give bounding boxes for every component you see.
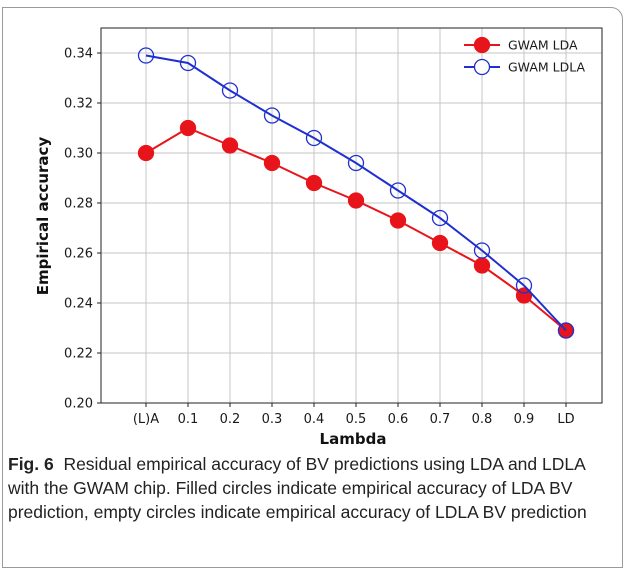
y-tick-label: 0.32 xyxy=(64,97,93,112)
x-tick-label: 0.7 xyxy=(430,412,451,427)
x-axis: (L)A 0.1 0.2 0.3 0.4 0.5 0.6 0.7 0.8 0.9 LD xyxy=(133,403,575,427)
x-tick-label: 0.8 xyxy=(472,412,493,427)
legend-marker xyxy=(473,36,491,54)
data-point xyxy=(137,144,155,162)
legend-label: GWAM LDLA xyxy=(508,60,586,75)
data-point xyxy=(473,257,491,274)
x-tick-label: LD xyxy=(557,412,574,427)
data-point xyxy=(347,154,365,172)
data-point xyxy=(431,209,449,227)
y-tick-label: 0.30 xyxy=(64,147,93,162)
data-point xyxy=(221,137,239,154)
data-point xyxy=(389,182,407,199)
series-group xyxy=(137,47,575,339)
y-axis: 0.20 0.22 0.24 0.26 0.28 0.30 0.32 0.34 xyxy=(64,47,101,412)
data-point xyxy=(431,234,449,252)
x-tick-label: 0.5 xyxy=(346,412,367,427)
caption-label: Fig. 6 xyxy=(8,454,54,474)
legend-label: GWAM LDA xyxy=(508,38,578,53)
data-point xyxy=(473,242,491,259)
x-axis-title: Lambda xyxy=(320,430,387,448)
x-tick-label: 0.1 xyxy=(178,412,199,427)
y-tick-label: 0.20 xyxy=(64,397,93,412)
y-tick-label: 0.22 xyxy=(64,347,93,362)
x-tick-label: 0.9 xyxy=(514,412,535,427)
data-point xyxy=(263,154,281,172)
plot-background xyxy=(101,28,602,403)
legend: GWAM LDA GWAM LDLA xyxy=(464,36,586,76)
data-point xyxy=(137,47,155,64)
y-tick-label: 0.26 xyxy=(64,247,93,262)
data-point xyxy=(305,129,323,147)
figure-caption: Fig. 6 Residual empirical accuracy of BV… xyxy=(8,452,614,524)
data-point xyxy=(305,174,323,192)
data-point xyxy=(557,322,575,339)
legend-item: GWAM LDLA xyxy=(464,58,586,76)
y-tick-label: 0.34 xyxy=(64,47,93,62)
data-point xyxy=(515,277,533,294)
x-tick-label: 0.6 xyxy=(388,412,409,427)
y-tick-label: 0.24 xyxy=(64,297,93,312)
line-chart: 0.20 0.22 0.24 0.26 0.28 0.30 0.32 0.34 (L)A 0.1… xyxy=(34,27,603,448)
plot-frame xyxy=(100,27,603,404)
data-point xyxy=(347,192,365,209)
data-point xyxy=(263,107,281,124)
caption-text: Residual empirical accuracy of BV predic… xyxy=(8,454,587,522)
series-2 xyxy=(137,47,575,339)
data-point xyxy=(389,212,407,229)
legend-item: GWAM LDA xyxy=(464,36,578,54)
x-tick-label: (L)A xyxy=(133,412,159,427)
data-point xyxy=(221,82,239,99)
data-point xyxy=(179,54,197,72)
x-tick-label: 0.2 xyxy=(220,412,241,427)
legend-marker xyxy=(473,58,491,76)
y-axis-title: Empirical accuracy xyxy=(34,137,52,296)
x-tick-label: 0.3 xyxy=(262,412,283,427)
x-tick-label: 0.4 xyxy=(304,412,325,427)
y-tick-label: 0.28 xyxy=(64,197,93,212)
series-line xyxy=(145,54,567,332)
data-point xyxy=(179,119,197,137)
